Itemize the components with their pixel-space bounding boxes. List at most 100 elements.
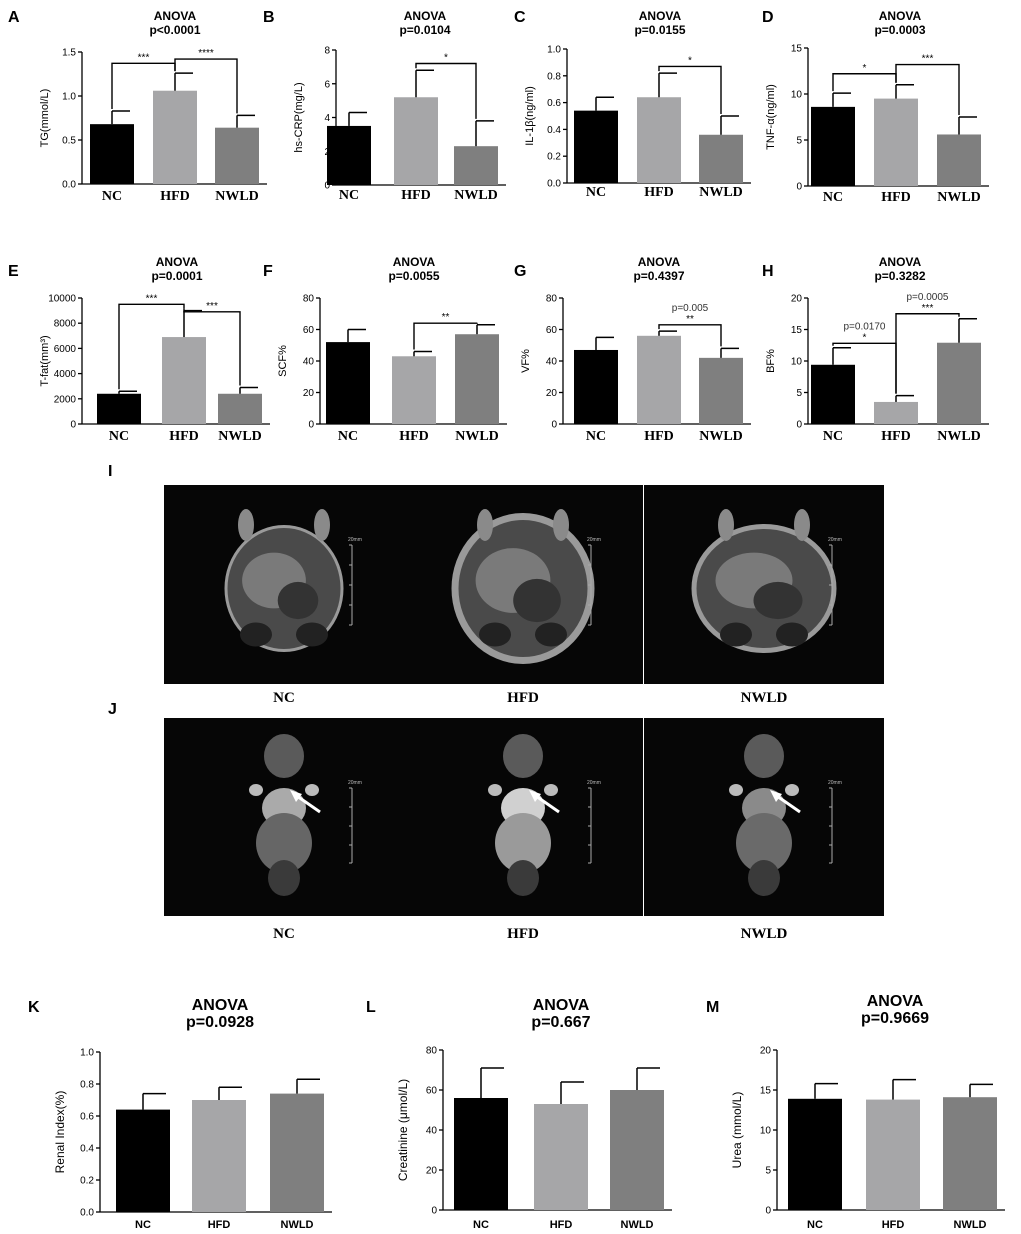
bar-nc xyxy=(788,1098,842,1210)
mri-label: NWLD xyxy=(741,690,788,706)
category-label: HFD xyxy=(169,429,199,444)
y-tick-label: 1.5 xyxy=(62,48,76,59)
panel-letter: L xyxy=(366,999,376,1016)
y-axis-label: SCF% xyxy=(277,345,289,377)
mri-eye xyxy=(305,784,319,796)
y-tick-label: 0 xyxy=(796,420,802,431)
scale-text: 20mm xyxy=(348,537,362,543)
category-label: NWLD xyxy=(937,429,981,444)
y-tick-label: 60 xyxy=(426,1086,438,1097)
y-tick-label: 40 xyxy=(303,357,315,368)
bar-nc xyxy=(116,1109,170,1212)
panel-letter: M xyxy=(706,999,719,1016)
bar-nwld xyxy=(937,134,981,186)
category-label: NWLD xyxy=(455,429,499,444)
panel-letter: A xyxy=(8,9,20,26)
bar-hfd xyxy=(162,337,206,424)
y-tick-label: 2000 xyxy=(54,394,77,405)
mri-image: 20mm xyxy=(164,485,404,684)
arrow-head xyxy=(770,790,782,802)
y-tick-label: 8000 xyxy=(54,319,77,330)
significance-bracket: * xyxy=(658,55,722,114)
y-axis-label: Urea (mmol/L) xyxy=(730,1092,744,1169)
y-tick-label: 4000 xyxy=(54,369,77,380)
bar-nc xyxy=(326,342,370,424)
mri-label: HFD xyxy=(507,690,539,706)
category-label: NC xyxy=(109,429,129,444)
mri-label: NC xyxy=(273,690,295,706)
significance-bracket: * xyxy=(415,53,477,119)
category-label: NWLD xyxy=(937,190,981,205)
y-axis-label: T-fat(mm³) xyxy=(39,335,51,386)
mri-organ xyxy=(296,622,328,647)
significance-label: * xyxy=(863,63,867,74)
chart-subtitle: p<0.0001 xyxy=(149,23,200,37)
category-label: NWLD xyxy=(621,1219,654,1231)
bracket-line xyxy=(118,303,185,390)
y-tick-label: 4 xyxy=(324,113,330,124)
y-tick-label: 5 xyxy=(796,136,802,147)
y-axis-label: TNF-α(ng/ml) xyxy=(765,84,777,150)
bracket-line xyxy=(658,324,722,347)
y-tick-label: 6000 xyxy=(54,344,77,355)
y-tick-label: 0.6 xyxy=(80,1112,94,1123)
category-label: HFD xyxy=(644,185,674,200)
category-label: NC xyxy=(807,1219,823,1231)
bar-nc xyxy=(811,106,855,186)
chart-title: ANOVA xyxy=(639,9,682,23)
mri-label: NC xyxy=(273,926,295,942)
panel-letter: G xyxy=(514,263,526,280)
y-tick-label: 1.0 xyxy=(62,92,76,103)
bar-hfd xyxy=(153,90,197,184)
chart-title: ANOVA xyxy=(393,255,436,269)
p-value-label: p=0.0005 xyxy=(907,292,949,303)
bracket-line xyxy=(415,62,477,119)
chart-subtitle: p=0.9669 xyxy=(861,1010,929,1027)
category-label: NC xyxy=(586,429,606,444)
bar-nwld xyxy=(699,357,743,424)
chart-subtitle: p=0.667 xyxy=(531,1014,590,1031)
y-tick-label: 0.8 xyxy=(80,1080,94,1091)
mri-image: 20mm xyxy=(403,485,643,684)
significance-label: *** xyxy=(206,301,218,312)
mri-head xyxy=(503,734,543,778)
panel-letter: K xyxy=(28,999,40,1016)
significance-label: ** xyxy=(442,312,450,323)
bar-hfd xyxy=(394,97,438,185)
category-label: NC xyxy=(823,429,843,444)
mri-leg xyxy=(794,509,810,541)
chart-title: ANOVA xyxy=(192,997,249,1014)
mri-body xyxy=(736,813,792,873)
mri-head xyxy=(744,734,784,778)
mri-tail xyxy=(507,860,539,896)
category-label: HFD xyxy=(399,429,429,444)
category-label: HFD xyxy=(550,1219,573,1231)
bracket-line xyxy=(658,65,722,114)
bar-hfd xyxy=(637,335,681,424)
y-tick-label: 0 xyxy=(70,420,76,431)
y-tick-label: 10 xyxy=(760,1126,772,1137)
scale-text: 20mm xyxy=(587,537,601,543)
bar-hfd xyxy=(534,1104,588,1210)
panel-letter: B xyxy=(263,9,275,26)
bar-nwld xyxy=(454,146,498,185)
y-tick-label: 0.0 xyxy=(80,1208,94,1219)
y-tick-label: 0 xyxy=(324,181,330,192)
panel-letter: E xyxy=(8,263,19,280)
y-tick-label: 80 xyxy=(303,294,315,305)
y-tick-label: 0.6 xyxy=(547,98,561,109)
bar-nwld xyxy=(610,1090,664,1210)
scale-text: 20mm xyxy=(587,780,601,786)
bar-nc xyxy=(90,124,134,184)
y-axis-label: TG(mmol/L) xyxy=(39,89,51,148)
significance-bracket: *** xyxy=(895,54,960,115)
mri-organ xyxy=(479,622,511,647)
y-tick-label: 1.0 xyxy=(547,45,561,56)
y-tick-label: 0 xyxy=(765,1206,771,1217)
scale-text: 20mm xyxy=(828,780,842,786)
y-tick-label: 0 xyxy=(308,420,314,431)
